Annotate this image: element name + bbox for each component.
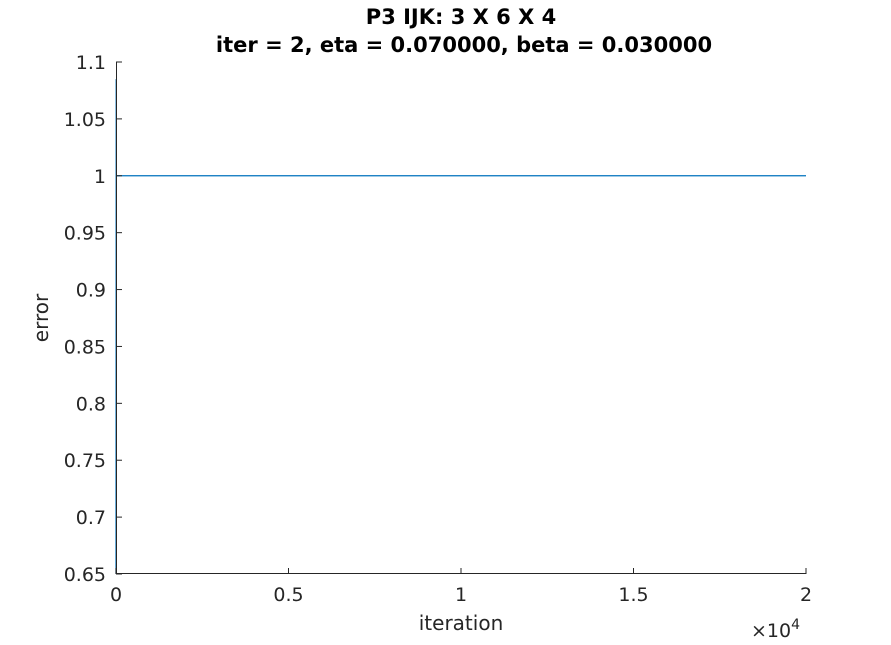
y-axis-label: error (29, 293, 53, 342)
y-ticks: 0.65 0.7 0.75 0.8 0.85 0.9 0.95 1 1.05 1.1 (64, 52, 122, 586)
y-tick-label: 0.65 (64, 564, 106, 586)
x-tick-label: 0.5 (273, 584, 303, 606)
series-layer (115, 79, 806, 575)
y-tick-label: 1 (94, 166, 106, 188)
chart-title-line2: iter = 2, eta = 0.070000, beta = 0.03000… (216, 33, 712, 57)
y-tick-label: 0.9 (76, 280, 106, 302)
plot-area: 0 0.5 1 1.5 2 0.65 0.7 0.75 0.8 0.85 0.9 0.95 1 1.05… (64, 52, 812, 606)
x-tick-label: 2 (800, 584, 812, 606)
x-tick-label: 1.5 (618, 584, 648, 606)
chart-title-line1: P3 IJK: 3 X 6 X 4 (366, 5, 556, 29)
series-line (115, 79, 806, 575)
x-tick-label: 1 (455, 584, 467, 606)
x-axis-label: iteration (419, 611, 504, 635)
y-tick-label: 0.8 (76, 393, 106, 415)
x-tick-label: 0 (110, 584, 122, 606)
x-axis-exponent: ×104 (751, 617, 800, 642)
x-axis-exponent-power: 4 (791, 617, 800, 633)
y-tick-label: 0.85 (64, 336, 106, 358)
y-tick-label: 1.1 (76, 52, 106, 74)
x-ticks: 0 0.5 1 1.5 2 (110, 568, 812, 606)
y-tick-label: 0.75 (64, 450, 106, 472)
y-tick-label: 0.7 (76, 507, 106, 529)
y-tick-label: 0.95 (64, 223, 106, 245)
x-axis-exponent-base: ×10 (751, 620, 791, 642)
y-tick-label: 1.05 (64, 109, 106, 131)
